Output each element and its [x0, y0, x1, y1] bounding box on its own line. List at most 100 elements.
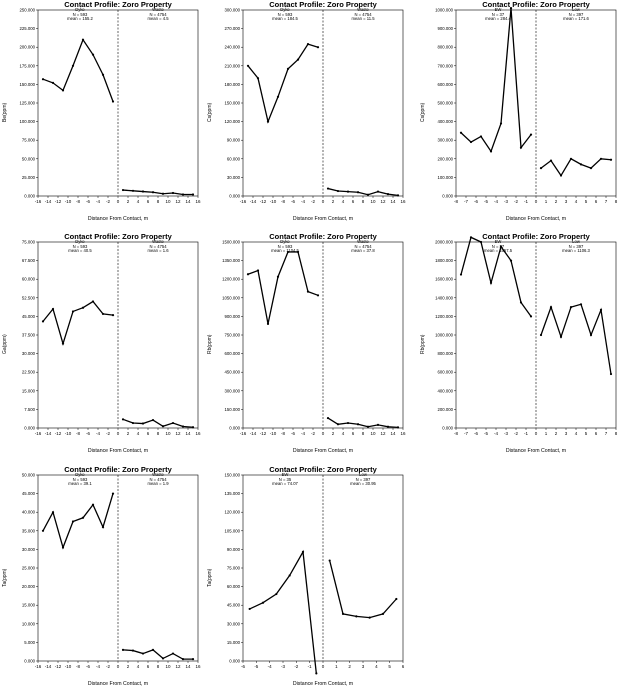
data-point [121, 418, 125, 421]
data-point [71, 310, 75, 313]
y-tick-label: 22.500 [22, 370, 36, 375]
x-tick-label: -6 [241, 664, 245, 669]
y-tick-label: 15.000 [22, 603, 36, 608]
x-tick-label: 14 [390, 431, 396, 436]
y-tick-label: 1400.000 [435, 295, 454, 300]
y-tick-label: 900.000 [224, 314, 240, 319]
group-n: N = 593 [72, 11, 88, 17]
series-line [460, 8, 532, 153]
x-tick-label: -10 [270, 431, 277, 436]
group-name: EW [281, 472, 289, 477]
data-point [569, 306, 573, 309]
x-tick-label: 7 [605, 199, 608, 204]
x-tick-label: -6 [291, 199, 295, 204]
y-tick-label: 30.000 [227, 175, 241, 180]
group-name: Dyke [75, 7, 85, 12]
data-point [151, 191, 155, 194]
data-point [316, 46, 320, 49]
x-tick-label: 5 [585, 431, 588, 436]
x-tick-label: -16 [240, 431, 247, 436]
y-tick-label: 0.000 [442, 426, 453, 431]
y-tick-label: 2000.000 [435, 240, 454, 245]
x-tick-label: -2 [106, 664, 110, 669]
group-name: Waste [152, 472, 164, 477]
y-tick-label: 0.000 [24, 426, 35, 431]
series-line [122, 418, 194, 428]
x-tick-label: -2 [514, 199, 518, 204]
group-n: N = 4754 [149, 243, 167, 249]
x-tick-label: -10 [65, 431, 72, 436]
x-tick-label: 6 [147, 199, 150, 204]
group-name: Waste [357, 239, 369, 244]
data-point [81, 38, 85, 41]
data-point [529, 133, 533, 136]
data-point [539, 333, 543, 337]
data-point [81, 306, 85, 309]
y-tick-label: 200.000 [19, 45, 35, 50]
group-n: N = 593 [72, 243, 88, 249]
data-point [469, 236, 473, 239]
x-tick-label: 2 [555, 199, 558, 204]
y-tick-label: 67.500 [22, 258, 36, 263]
data-point [121, 648, 125, 651]
y-tick-label: 400.000 [437, 388, 453, 393]
y-tick-label: 90.000 [227, 547, 241, 552]
y-tick-label: 200.000 [437, 156, 453, 161]
y-tick-label: 45.000 [227, 603, 241, 608]
x-tick-label: -1 [524, 199, 528, 204]
x-axis-label: Distance From Contact, m [87, 448, 149, 454]
data-point [489, 281, 493, 285]
data-point [71, 520, 75, 523]
series-line [42, 493, 114, 550]
data-point [91, 503, 95, 506]
x-tick-label: 16 [400, 431, 406, 436]
data-point [266, 322, 270, 325]
x-tick-label: -8 [76, 431, 80, 436]
x-tick-label: 16 [195, 431, 201, 436]
x-tick-label: 2 [127, 431, 130, 436]
y-tick-label: 35.000 [22, 528, 36, 533]
x-tick-label: 0 [322, 199, 325, 204]
chart-panel-cs-ew: 0.000 100.000 200.000 300.000 400.000 500.000… [418, 0, 618, 226]
y-tick-label: 0.000 [24, 659, 35, 664]
group-n: N = 593 [277, 11, 293, 17]
chart-svg: 0.000 7.500 15.000 22.500 30.000 37.500 45.000… [22, 240, 201, 437]
x-tick-label: -12 [55, 664, 62, 669]
data-point [51, 307, 55, 311]
x-tick-label: -3 [504, 431, 508, 436]
x-tick-label: -14 [45, 431, 52, 436]
x-tick-label: -14 [45, 199, 52, 204]
chart-svg: 0.000 100.000 200.000 300.000 400.000 500.000… [435, 7, 618, 204]
y-tick-label: 0.000 [229, 426, 240, 431]
x-tick-label: -12 [260, 431, 267, 436]
data-point [559, 174, 563, 177]
x-tick-label: 16 [195, 199, 201, 204]
data-point [519, 301, 523, 304]
group-n: N = 397 [568, 11, 584, 17]
group-name: EW [494, 7, 502, 12]
data-point [276, 95, 280, 98]
data-point [346, 190, 350, 193]
data-point [161, 192, 165, 195]
x-tick-label: 6 [147, 431, 150, 436]
legend-group-left: Dyke N = 593 mean = 184.5 [255, 7, 315, 22]
y-tick-label: 270.000 [224, 26, 240, 31]
data-point [261, 601, 265, 604]
group-name: Low [572, 7, 580, 12]
data-point [266, 120, 270, 123]
x-tick-label: -4 [96, 664, 100, 669]
x-axis-label: Distance From Contact, m [87, 216, 149, 222]
data-point [181, 193, 185, 196]
series-line [247, 251, 319, 324]
data-point [346, 421, 350, 425]
y-tick-label: 1600.000 [435, 277, 454, 282]
x-tick-label: -3 [504, 199, 508, 204]
x-tick-label: 10 [165, 199, 171, 204]
data-point [151, 418, 155, 422]
y-tick-label: 15.000 [22, 388, 36, 393]
data-point [396, 426, 400, 429]
legend-group-left: EW N = 37 mean = 1557.5 [468, 239, 528, 254]
y-tick-label: 45.000 [22, 314, 36, 319]
group-mean: mean = 4.5 [147, 16, 169, 22]
y-tick-label: 0.000 [24, 194, 35, 199]
